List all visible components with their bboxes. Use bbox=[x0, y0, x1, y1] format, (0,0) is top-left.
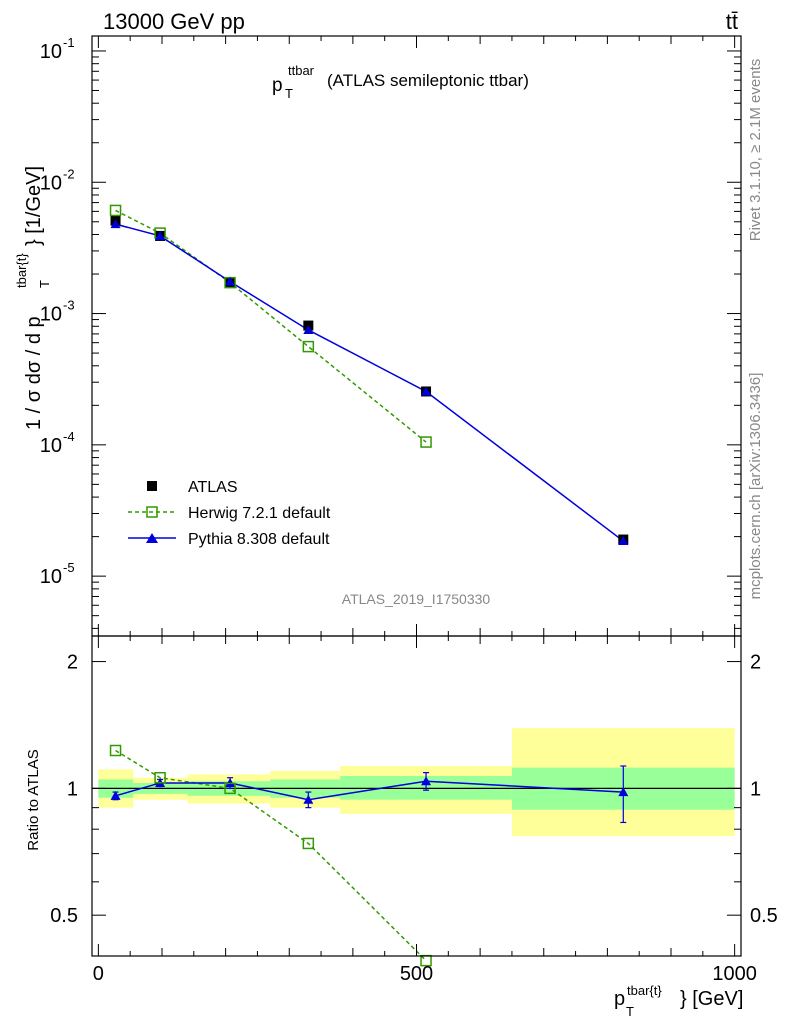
rivet-label: Rivet 3.1.10, ≥ 2.1M events bbox=[747, 59, 764, 242]
ratio-series bbox=[109, 744, 629, 967]
y-tick-label-ratio-left: 2 bbox=[67, 652, 78, 674]
pythia-point bbox=[110, 219, 121, 229]
legend-item-pythia: Pythia 8.308 default bbox=[128, 531, 330, 548]
y-tick-label-main: 10 bbox=[40, 435, 62, 457]
plot-title-sup: ttbar bbox=[288, 63, 315, 78]
main-series bbox=[109, 204, 629, 546]
pythia-line bbox=[115, 223, 624, 542]
x-tick-label: 1000 bbox=[712, 963, 757, 985]
herwig-ratio-point bbox=[302, 837, 315, 850]
x-label-pre: p bbox=[614, 988, 625, 1010]
y-tick-label-main: 10 bbox=[40, 41, 62, 63]
x-label-post: } [GeV] bbox=[680, 988, 743, 1010]
pythia-point bbox=[155, 230, 166, 240]
pythia-ratio-point bbox=[110, 790, 121, 800]
y-tick-label-ratio-left: 1 bbox=[67, 778, 78, 800]
y-label-main-pre: 1 / σ dσ / d p bbox=[23, 316, 45, 430]
legend-marker-atlas bbox=[147, 481, 157, 491]
plot-title: p ttbar T (ATLAS semileptonic ttbar) bbox=[272, 63, 529, 101]
y-tick-label-ratio-left: 0.5 bbox=[50, 905, 78, 927]
mcplots-label: mcplots.cern.ch [arXiv:1306.3436] bbox=[747, 373, 764, 600]
y-tick-exponent-main: -3 bbox=[63, 298, 75, 313]
x-label-sup: tbar{t} bbox=[627, 983, 662, 998]
plot-title-sub: T bbox=[285, 86, 293, 101]
y-tick-exponent-main: -2 bbox=[63, 166, 75, 181]
legend-item-atlas: ATLAS bbox=[147, 479, 238, 496]
y-label-main-sub: T bbox=[37, 280, 52, 288]
legend-item-herwig: Herwig 7.2.1 default bbox=[128, 505, 331, 522]
legend: ATLAS Herwig 7.2.1 default Pythia 8.308 … bbox=[128, 479, 331, 548]
legend-marker-herwig bbox=[146, 506, 158, 518]
legend-label-atlas: ATLAS bbox=[188, 479, 238, 496]
y-tick-label-ratio-right: 0.5 bbox=[750, 905, 778, 927]
y-tick-label-ratio-right: 2 bbox=[750, 652, 761, 674]
legend-label-pythia: Pythia 8.308 default bbox=[188, 531, 330, 548]
plot-title-main: p bbox=[272, 75, 283, 96]
herwig-ratio-point bbox=[109, 744, 122, 757]
y-tick-exponent-main: -4 bbox=[63, 429, 75, 444]
herwig-point bbox=[302, 340, 315, 353]
pythia-point bbox=[618, 536, 629, 546]
x-axis-label: p tbar{t} T } [GeV] bbox=[614, 983, 743, 1019]
y-tick-label-ratio-right: 1 bbox=[750, 778, 761, 800]
y-tick-label-main: 10 bbox=[40, 566, 62, 588]
plot-title-rest: (ATLAS semileptonic ttbar) bbox=[327, 71, 529, 90]
herwig-point bbox=[109, 204, 122, 217]
herwig-line bbox=[115, 209, 427, 443]
y-axis-label-main: 1 / σ dσ / d p tbar{t} T } [1/GeV] bbox=[14, 166, 52, 430]
y-axis-label-ratio: Ratio to ATLAS bbox=[25, 749, 42, 850]
pythia-ratio-point bbox=[225, 777, 236, 787]
y-tick-exponent-main: -1 bbox=[63, 35, 75, 50]
x-label-sub: T bbox=[626, 1004, 634, 1019]
y-label-main-post: } [1/GeV] bbox=[23, 166, 45, 246]
y-tick-label-main: 10 bbox=[40, 172, 62, 194]
herwig-ratio-point bbox=[224, 782, 236, 795]
pythia-point bbox=[303, 324, 314, 334]
pythia-point bbox=[225, 276, 236, 286]
pythia-point bbox=[421, 386, 432, 396]
y-tick-exponent-main: -5 bbox=[63, 560, 75, 575]
x-tick-label: 500 bbox=[400, 963, 433, 985]
analysis-id: ATLAS_2019_I1750330 bbox=[342, 591, 491, 607]
pythia-ratio-point bbox=[618, 787, 629, 797]
herwig-point bbox=[420, 436, 432, 448]
y-tick-label-main: 10 bbox=[40, 304, 62, 326]
y-label-main-sup: tbar{t} bbox=[14, 253, 29, 288]
energy-label: 13000 GeV pp bbox=[103, 9, 245, 34]
process-label: tt̄ bbox=[726, 9, 738, 34]
pythia-ratio-line bbox=[115, 780, 624, 801]
herwig-ratio-point bbox=[154, 771, 166, 784]
pythia-ratio-point bbox=[303, 794, 314, 804]
legend-label-herwig: Herwig 7.2.1 default bbox=[188, 505, 331, 522]
legend-marker-pythia bbox=[146, 533, 158, 543]
x-tick-label: 0 bbox=[93, 963, 104, 985]
pythia-ratio-point bbox=[421, 776, 432, 786]
